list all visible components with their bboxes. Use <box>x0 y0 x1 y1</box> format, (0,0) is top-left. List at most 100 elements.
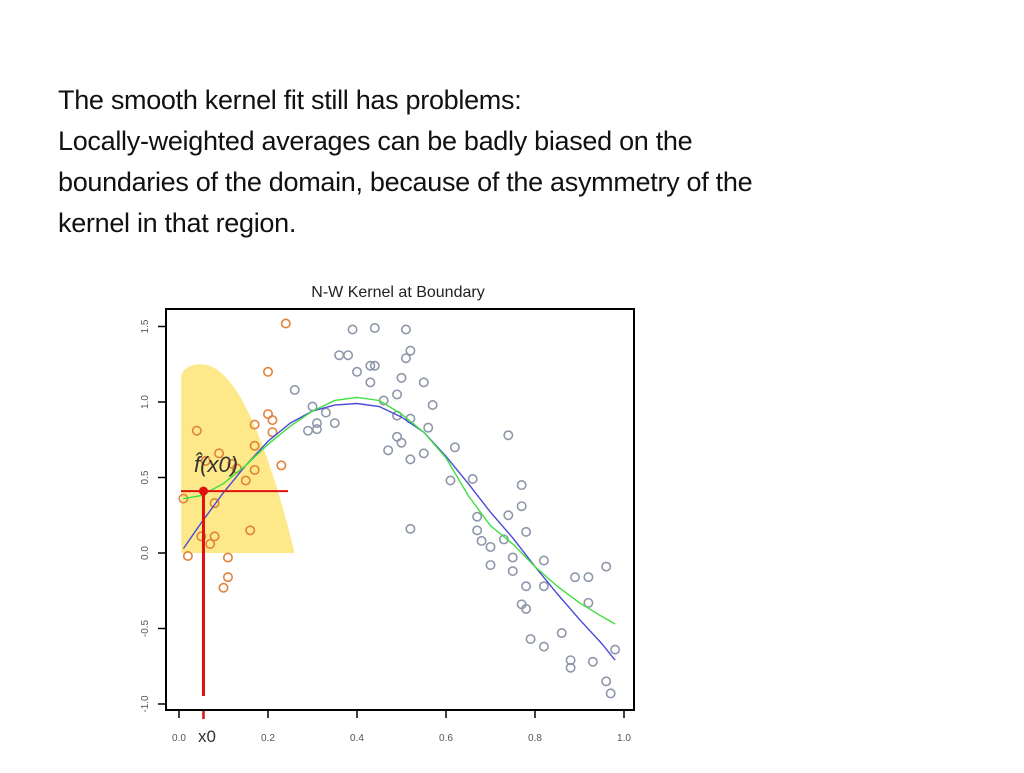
data-point <box>218 582 229 593</box>
data-point <box>565 662 576 673</box>
data-point <box>347 324 358 335</box>
data-point <box>303 425 314 436</box>
y-tick-label: -0.5 <box>140 619 151 637</box>
y-tick-label: 0.5 <box>140 470 151 484</box>
data-point <box>418 377 429 388</box>
data-point <box>449 442 460 453</box>
data-point <box>365 377 376 388</box>
data-point <box>369 360 380 371</box>
x0-marker <box>181 486 288 719</box>
data-point <box>351 366 362 377</box>
data-point <box>601 561 612 572</box>
data-point <box>472 525 483 536</box>
data-point <box>427 400 438 411</box>
data-point <box>289 384 300 395</box>
data-point <box>245 525 256 536</box>
data-point <box>214 448 225 459</box>
data-point <box>400 324 411 335</box>
y-tick-label: 1.5 <box>140 319 151 333</box>
data-point <box>196 531 207 542</box>
data-point <box>276 460 287 471</box>
green-fit-line <box>183 396 616 625</box>
blue-fit-line <box>182 402 616 661</box>
data-point <box>191 425 202 436</box>
plot-frame <box>165 308 635 711</box>
y-tick-label: -1.0 <box>140 695 151 713</box>
data-point <box>400 353 411 364</box>
kernel-weight-area <box>181 364 295 553</box>
data-point <box>521 526 532 537</box>
data-point <box>182 551 193 562</box>
data-point <box>423 422 434 433</box>
data-point <box>538 641 549 652</box>
y-tick-label: 1.0 <box>140 395 151 409</box>
data-point <box>311 424 322 435</box>
data-point <box>396 372 407 383</box>
data-point <box>405 454 416 465</box>
data-point <box>516 480 527 491</box>
data-point <box>472 511 483 522</box>
data-point <box>267 427 278 438</box>
fhat-annotation: f̂(x0) <box>194 452 238 477</box>
data-point <box>392 389 403 400</box>
x-tick-label: 0.8 <box>528 733 542 744</box>
data-point <box>329 418 340 429</box>
data-point <box>209 531 220 542</box>
data-point <box>222 572 233 583</box>
data-point <box>249 440 260 451</box>
data-point <box>485 541 496 552</box>
data-point <box>262 366 273 377</box>
data-point <box>240 475 251 486</box>
data-point <box>200 455 211 466</box>
data-point <box>369 323 380 334</box>
data-point <box>556 628 567 639</box>
data-point <box>205 538 216 549</box>
data-point <box>507 552 518 563</box>
data-point <box>507 566 518 577</box>
fit-lines <box>182 396 616 661</box>
x-tick-label: 0.4 <box>350 733 364 744</box>
text-line-2: Locally-weighted averages can be badly b… <box>58 126 693 156</box>
data-point <box>249 419 260 430</box>
data-point <box>267 415 278 426</box>
data-point <box>503 430 514 441</box>
axes: 0.0 0.2 0.4 0.6 0.8 1.0 -1.0 -0.5 0.0 0.5 1.0 1.5 <box>140 319 631 744</box>
data-point <box>521 603 532 614</box>
data-point <box>476 535 487 546</box>
data-point <box>365 360 376 371</box>
text-line-1: The smooth kernel fit still has problems… <box>58 85 522 115</box>
data-point <box>445 475 456 486</box>
data-point <box>334 350 345 361</box>
data-point <box>601 676 612 687</box>
data-point <box>249 464 260 475</box>
data-point <box>222 552 233 563</box>
text-line-4: kernel in that region. <box>58 208 297 238</box>
data-point <box>280 318 291 329</box>
data-point <box>570 572 581 583</box>
data-point <box>538 555 549 566</box>
x0-tick-label: x0 <box>198 727 216 746</box>
x-tick-label: 0.6 <box>439 733 453 744</box>
data-point <box>396 437 407 448</box>
data-point <box>405 345 416 356</box>
data-point <box>583 597 594 608</box>
data-point <box>178 493 189 504</box>
data-point <box>320 407 331 418</box>
data-point <box>521 581 532 592</box>
x-tick-label: 1.0 <box>617 733 631 744</box>
data-point <box>610 644 621 655</box>
x-tick-label: 0.2 <box>261 733 275 744</box>
data-point <box>343 350 354 361</box>
data-point <box>311 418 322 429</box>
data-point <box>467 474 478 485</box>
kernel-shape <box>181 364 295 553</box>
data-point <box>503 510 514 521</box>
data-point <box>525 634 536 645</box>
y-tick-label: 0.0 <box>140 546 151 560</box>
data-point <box>209 498 220 509</box>
slide-body-text: The smooth kernel fit still has problems… <box>58 80 958 244</box>
data-point <box>485 560 496 571</box>
scatter-points <box>178 318 621 699</box>
